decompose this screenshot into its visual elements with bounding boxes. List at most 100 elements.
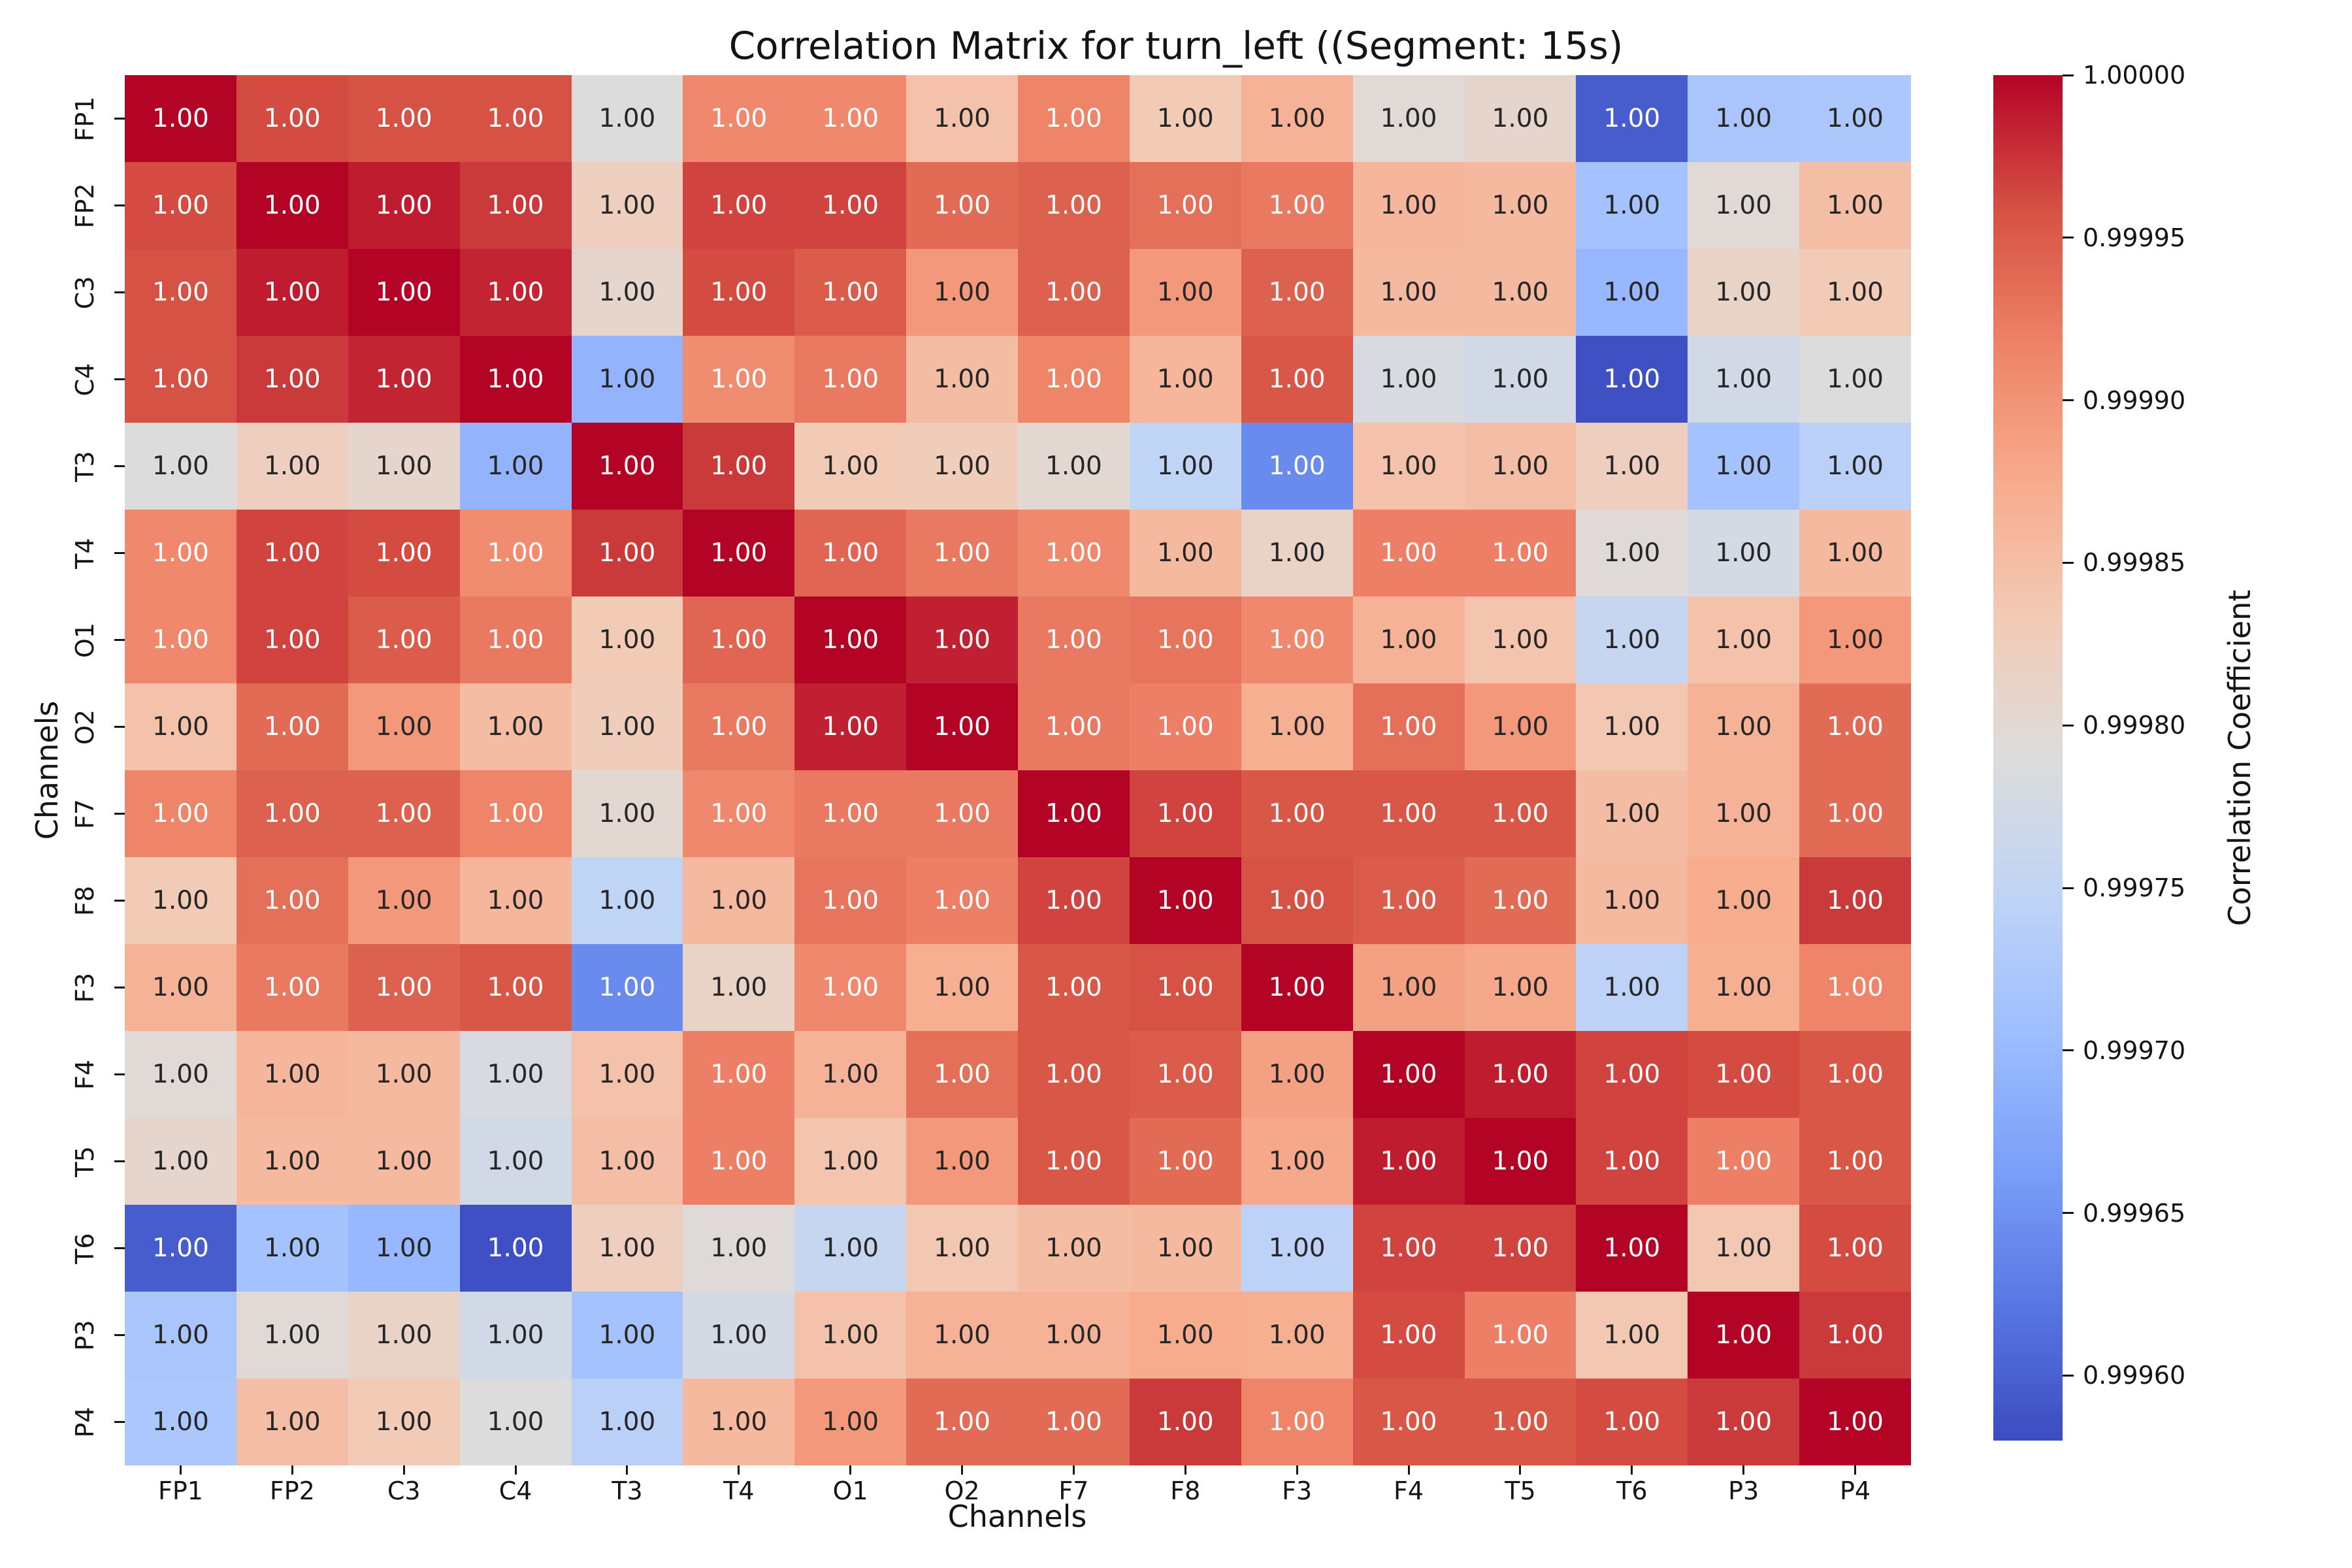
heatmap-cell: 1.00	[459, 596, 572, 683]
y-tick-label: O2	[71, 709, 99, 745]
heatmap: 1.00 1.00 1.00 1.00 1.00 1.00 1.00 1.00 1.00 1.00…	[125, 75, 1911, 1465]
heatmap-cell: 1.00	[1799, 162, 1911, 249]
heatmap-cell: 1.00	[794, 1118, 907, 1205]
heatmap-cell: 1.00	[1464, 683, 1576, 770]
heatmap-cell: 1.00	[1799, 944, 1911, 1031]
heatmap-cell: 1.00	[1018, 857, 1130, 944]
heatmap-cell: 1.00	[125, 944, 237, 1031]
heatmap-cell: 1.00	[571, 1118, 683, 1205]
y-axis-label: Channels	[29, 700, 65, 840]
heatmap-cell: 1.00	[1688, 249, 1800, 336]
x-tick-mark	[402, 1465, 405, 1475]
colorbar-tick-mark	[2063, 237, 2074, 239]
heatmap-cell: 1.00	[794, 336, 907, 423]
heatmap-cell: 1.00	[1799, 596, 1911, 683]
heatmap-cell: 1.00	[236, 423, 348, 510]
heatmap-cell: 1.00	[1018, 770, 1130, 857]
heatmap-cell: 1.00	[348, 1205, 460, 1292]
heatmap-cell: 1.00	[459, 336, 572, 423]
y-tick-label: C4	[71, 363, 99, 396]
heatmap-cell: 1.00	[348, 423, 460, 510]
y-tick-mark	[114, 1334, 125, 1336]
y-tick-mark	[114, 1247, 125, 1249]
heatmap-cell: 1.00	[1241, 1031, 1353, 1118]
heatmap-cell: 1.00	[683, 423, 795, 510]
x-tick-mark	[1296, 1465, 1298, 1475]
heatmap-cell: 1.00	[125, 857, 237, 944]
heatmap-cell: 1.00	[236, 683, 348, 770]
heatmap-cell: 1.00	[125, 423, 237, 510]
heatmap-cell: 1.00	[1352, 336, 1465, 423]
x-tick-label: O1	[832, 1477, 868, 1505]
heatmap-cell: 1.00	[1576, 1118, 1688, 1205]
heatmap-cell: 1.00	[1018, 683, 1130, 770]
heatmap-cell: 1.00	[1352, 857, 1465, 944]
heatmap-cell: 1.00	[1576, 1379, 1688, 1465]
heatmap-cell: 1.00	[1018, 944, 1130, 1031]
heatmap-cell: 1.00	[1352, 596, 1465, 683]
heatmap-cell: 1.00	[236, 336, 348, 423]
heatmap-cell: 1.00	[571, 683, 683, 770]
x-tick-label: FP2	[269, 1477, 315, 1505]
heatmap-cell: 1.00	[571, 944, 683, 1031]
heatmap-cell: 1.00	[1464, 249, 1576, 336]
heatmap-cell: 1.00	[1576, 510, 1688, 596]
x-tick-mark	[514, 1465, 517, 1475]
heatmap-cell: 1.00	[794, 1031, 907, 1118]
heatmap-cell: 1.00	[236, 944, 348, 1031]
x-axis-label: Channels	[947, 1499, 1087, 1534]
heatmap-cell: 1.00	[1799, 1118, 1911, 1205]
heatmap-cell: 1.00	[125, 1379, 237, 1465]
heatmap-cell: 1.00	[1129, 1031, 1241, 1118]
heatmap-cell: 1.00	[1129, 857, 1241, 944]
x-tick-label: P3	[1728, 1477, 1759, 1505]
heatmap-cell: 1.00	[236, 770, 348, 857]
heatmap-cell: 1.00	[1352, 423, 1465, 510]
x-tick-label: T5	[1505, 1477, 1536, 1505]
heatmap-cell: 1.00	[459, 249, 572, 336]
heatmap-cell: 1.00	[1464, 1379, 1576, 1465]
y-tick-label: FP2	[71, 183, 99, 228]
x-tick-mark	[291, 1465, 293, 1475]
heatmap-cell: 1.00	[1018, 510, 1130, 596]
heatmap-cell: 1.00	[1576, 162, 1688, 249]
heatmap-cell: 1.00	[1576, 1205, 1688, 1292]
heatmap-cell: 1.00	[1129, 336, 1241, 423]
heatmap-cell: 1.00	[1352, 770, 1465, 857]
heatmap-cell: 1.00	[459, 162, 572, 249]
heatmap-cell: 1.00	[1129, 1118, 1241, 1205]
heatmap-cell: 1.00	[1241, 1205, 1353, 1292]
heatmap-cell: 1.00	[1464, 857, 1576, 944]
x-tick-label: F8	[1170, 1477, 1201, 1505]
heatmap-cell: 1.00	[1688, 75, 1800, 162]
y-tick-mark	[114, 900, 125, 902]
heatmap-cell: 1.00	[906, 162, 1018, 249]
chart-title: Correlation Matrix for turn_left ((Segme…	[728, 24, 1624, 68]
heatmap-cell: 1.00	[459, 75, 572, 162]
heatmap-cell: 1.00	[1576, 857, 1688, 944]
heatmap-cell: 1.00	[1688, 423, 1800, 510]
heatmap-cell: 1.00	[571, 336, 683, 423]
heatmap-cell: 1.00	[125, 1205, 237, 1292]
heatmap-cell: 1.00	[236, 1292, 348, 1379]
heatmap-cell: 1.00	[459, 1379, 572, 1465]
heatmap-cell: 1.00	[1688, 162, 1800, 249]
colorbar-tick-mark	[2063, 1374, 2074, 1377]
colorbar-tick-label: 1.00000	[2083, 61, 2186, 90]
x-tick-mark	[849, 1465, 852, 1475]
heatmap-cell: 1.00	[1241, 1292, 1353, 1379]
heatmap-cell: 1.00	[1241, 1379, 1353, 1465]
heatmap-cell: 1.00	[125, 162, 237, 249]
heatmap-cell: 1.00	[1688, 857, 1800, 944]
heatmap-cell: 1.00	[571, 857, 683, 944]
heatmap-cell: 1.00	[1799, 857, 1911, 944]
heatmap-cell: 1.00	[1799, 249, 1911, 336]
heatmap-cell: 1.00	[1464, 1205, 1576, 1292]
heatmap-cell: 1.00	[1799, 1379, 1911, 1465]
heatmap-cell: 1.00	[459, 1292, 572, 1379]
heatmap-cell: 1.00	[1129, 75, 1241, 162]
heatmap-cell: 1.00	[1464, 944, 1576, 1031]
heatmap-cell: 1.00	[794, 423, 907, 510]
heatmap-cell: 1.00	[1241, 510, 1353, 596]
